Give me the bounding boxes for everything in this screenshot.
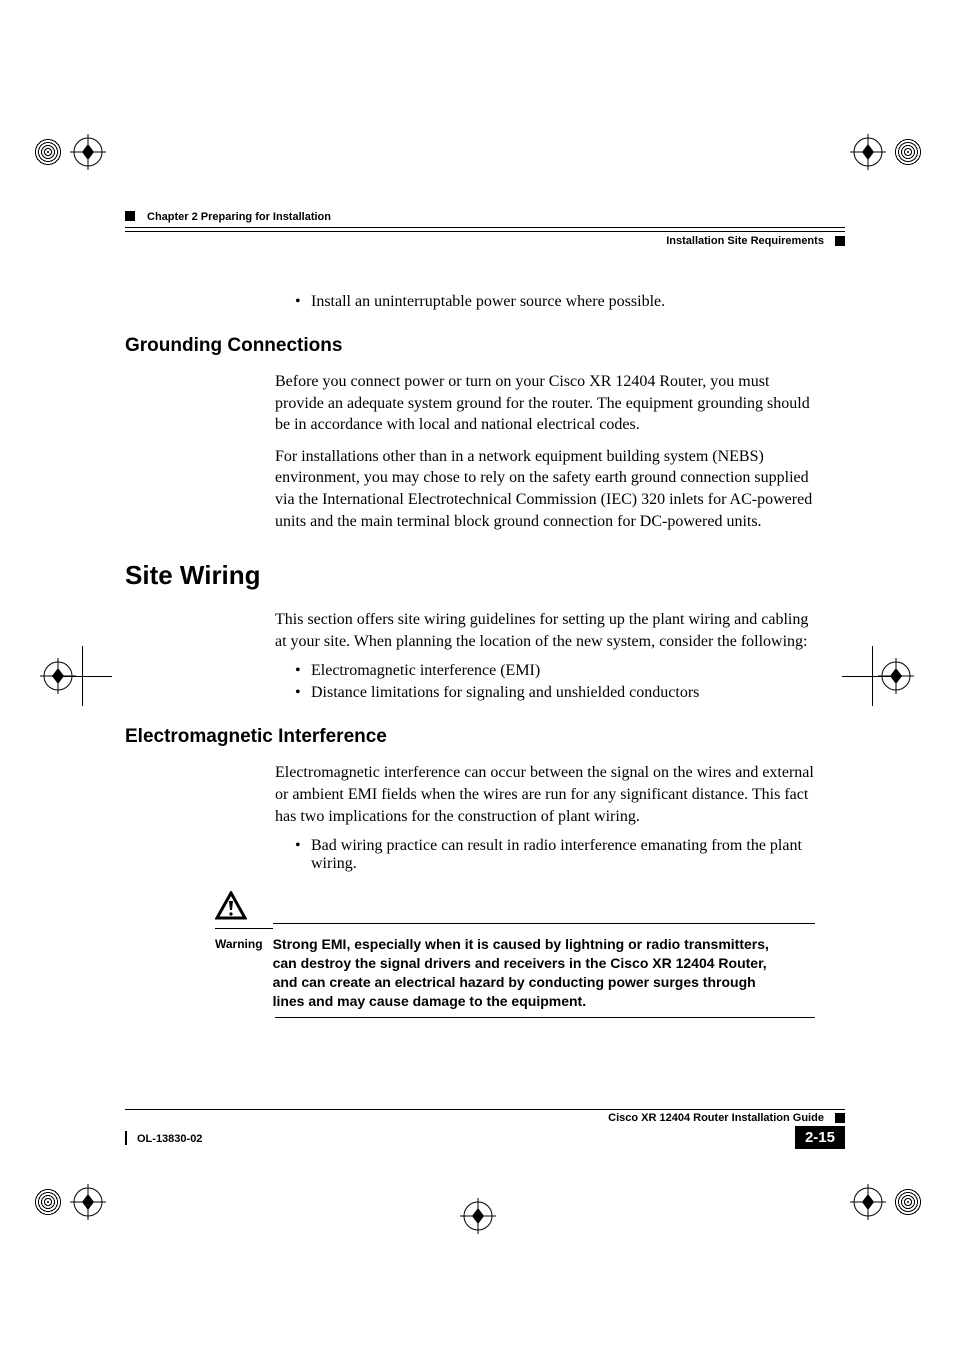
emi-bullets: Bad wiring practice can result in radio … xyxy=(295,837,815,873)
warning-left xyxy=(215,891,273,931)
doc-id: OL-13830-02 xyxy=(137,1133,202,1145)
reg-mark-arrow-icon xyxy=(70,134,106,170)
heading-site-wiring: Site Wiring xyxy=(125,560,845,591)
list-item: Electromagnetic interference (EMI) xyxy=(295,662,815,680)
footer-title-text: Cisco XR 12404 Router Installation Guide xyxy=(608,1112,824,1124)
reg-mark-arrow-icon xyxy=(850,1184,886,1220)
warning-rule-bottom xyxy=(275,1017,815,1018)
header-rule-2 xyxy=(125,231,845,232)
paragraph: For installations other than in a networ… xyxy=(275,446,815,532)
chapter-label: Chapter 2 Preparing for Installation xyxy=(147,211,331,223)
list-item: Distance limitations for signaling and u… xyxy=(295,684,815,702)
warning-triangle-icon xyxy=(215,891,247,921)
paragraph: Before you connect power or turn on your… xyxy=(275,371,815,436)
warning-rule-top xyxy=(273,923,815,924)
footer-rule xyxy=(125,1109,845,1110)
footer-bar xyxy=(125,1131,127,1145)
paragraph: This section offers site wiring guidelin… xyxy=(275,609,815,652)
section-label: Installation Site Requirements xyxy=(125,235,845,247)
footer-title: Cisco XR 12404 Router Installation Guide xyxy=(125,1112,845,1124)
header-rule-1 xyxy=(125,227,845,228)
reg-mark-arrow-icon xyxy=(460,1198,496,1234)
footer-row: OL-13830-02 2-15 xyxy=(125,1126,845,1149)
grounding-body: Before you connect power or turn on your… xyxy=(275,371,815,532)
body-column: Install an uninterruptable power source … xyxy=(275,293,815,311)
emi-body: Electromagnetic interference can occur b… xyxy=(275,762,815,873)
footer-left: OL-13830-02 xyxy=(125,1129,202,1147)
list-item: Bad wiring practice can result in radio … xyxy=(295,837,815,873)
site-wiring-body: This section offers site wiring guidelin… xyxy=(275,609,815,702)
warning-label: Warning xyxy=(215,937,263,1011)
footer: Cisco XR 12404 Router Installation Guide… xyxy=(125,1109,845,1149)
page-number: 2-15 xyxy=(795,1126,845,1149)
header-block: Chapter 2 Preparing for Installation Ins… xyxy=(125,207,845,247)
warning-text: Strong EMI, especially when it is caused… xyxy=(273,935,773,1011)
reg-mark-arrow-icon xyxy=(70,1184,106,1220)
heading-grounding: Grounding Connections xyxy=(125,335,845,357)
footer-marker xyxy=(835,1113,845,1123)
list-item: Install an uninterruptable power source … xyxy=(295,293,815,311)
section-marker xyxy=(835,236,845,246)
header-marker xyxy=(125,211,135,221)
site-wiring-bullets: Electromagnetic interference (EMI) Dista… xyxy=(295,662,815,702)
top-bullets: Install an uninterruptable power source … xyxy=(295,293,815,311)
paragraph: Electromagnetic interference can occur b… xyxy=(275,762,815,827)
page-content: Chapter 2 Preparing for Installation Ins… xyxy=(125,207,845,1018)
heading-emi: Electromagnetic Interference xyxy=(125,726,845,748)
section-text: Installation Site Requirements xyxy=(666,235,824,247)
reg-mark-arrow-icon xyxy=(850,134,886,170)
warning-block: Warning Strong EMI, especially when it i… xyxy=(215,891,815,1018)
